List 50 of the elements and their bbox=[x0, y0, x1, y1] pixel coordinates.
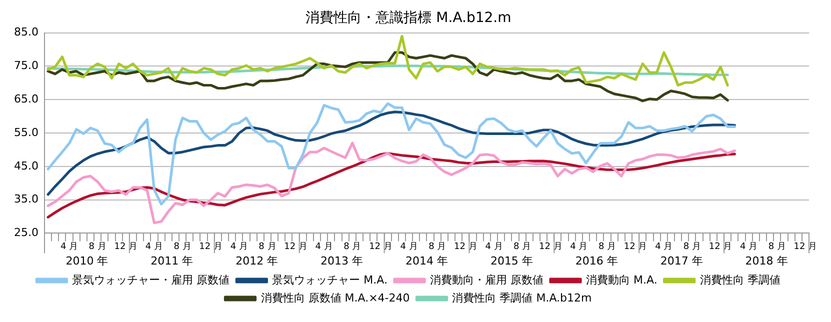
legend-label: 消費性向 季調値 bbox=[700, 273, 780, 286]
y-tick-label: 35.0 bbox=[14, 192, 38, 206]
legend-label: 景気ウォッチャー・雇用 原数値 bbox=[72, 273, 230, 286]
y-tick-label: 25.0 bbox=[14, 226, 38, 240]
legend-label: 消費性向 季調値 M.A.b12m bbox=[452, 291, 592, 304]
text: 2012 年 bbox=[236, 254, 278, 268]
chart-title: 消費性向・意識指標 M.A.b12.m bbox=[306, 10, 512, 26]
x-tick-label: 4 月 bbox=[230, 242, 248, 252]
legend-label: 消費動向・雇用 原数値 bbox=[430, 273, 544, 286]
x-tick-label: 4 月 bbox=[655, 242, 673, 252]
text: 2015 年 bbox=[490, 254, 533, 268]
x-tick-label: 12 月 bbox=[538, 242, 562, 252]
legend-label: 景気ウォッチャー M.A. bbox=[272, 273, 388, 286]
x-tick-label: 12 月 bbox=[624, 242, 648, 252]
x-tick-label: 8 月 bbox=[598, 242, 616, 252]
y-tick-label: 45.0 bbox=[14, 159, 38, 172]
x-tick-label: 12 月 bbox=[114, 242, 138, 252]
x-tick-label: 12 月 bbox=[454, 242, 478, 252]
text: 2016 年 bbox=[575, 254, 618, 268]
x-tick-label: 4 月 bbox=[145, 242, 164, 252]
x-tick-label: 12 月 bbox=[708, 242, 732, 252]
text: 2013 年 bbox=[320, 254, 364, 268]
x-tick-label: 12 月 bbox=[284, 242, 308, 252]
x-tick-label: 8 月 bbox=[258, 242, 276, 252]
text: 2017 年 bbox=[660, 254, 703, 268]
x-tick-label: 4 月 bbox=[485, 242, 503, 252]
y-tick-label: 65.0 bbox=[14, 92, 38, 106]
x-tick-label: 12 月 bbox=[369, 242, 392, 252]
x-tick-label: 8 月 bbox=[428, 242, 446, 252]
text: 2014 年 bbox=[405, 254, 448, 268]
x-tick-label: 4 月 bbox=[60, 242, 78, 252]
x-tick-label: 8 月 bbox=[344, 242, 362, 252]
x-tick-label: 8 月 bbox=[514, 242, 532, 252]
text: 2010 年 bbox=[66, 254, 108, 268]
x-tick-label: 8 月 bbox=[768, 242, 786, 252]
legend-label: 消費動向 M.A. bbox=[586, 273, 658, 286]
x-tick-label: 4 月 bbox=[315, 242, 333, 252]
text: 2018 年 bbox=[745, 254, 788, 268]
x-tick-label: 8 月 bbox=[683, 242, 701, 252]
y-tick-label: 55.0 bbox=[14, 126, 38, 139]
y-tick-label: 75.0 bbox=[14, 59, 38, 72]
y-tick-label: 85.0 bbox=[14, 26, 38, 39]
legend-label: 消費性向 原数値 M.A.×4-240 bbox=[260, 291, 410, 304]
x-tick-label: 4 月 bbox=[740, 242, 758, 252]
x-tick-label: 4 月 bbox=[570, 242, 588, 252]
x-tick-label: 8 月 bbox=[88, 242, 106, 252]
text: 2011 年 bbox=[150, 254, 194, 268]
x-tick-label: 12 月 bbox=[199, 242, 223, 252]
x-tick-label: 8 月 bbox=[174, 242, 192, 252]
x-tick-label: 4 月 bbox=[400, 242, 418, 252]
